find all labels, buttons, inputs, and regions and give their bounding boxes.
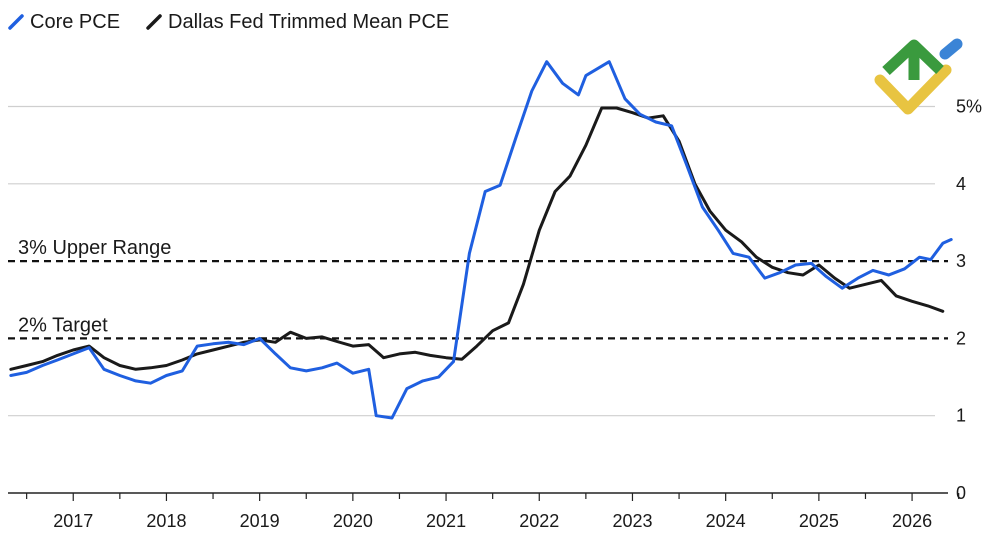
reference-line-label: 2% Target (18, 314, 108, 336)
legend-swatch (8, 14, 24, 30)
legend-label: Dallas Fed Trimmed Mean PCE (168, 11, 449, 33)
x-tick-label: 2023 (612, 511, 652, 531)
logo-blue-mark (939, 38, 963, 60)
legend: Core PCE Dallas Fed Trimmed Mean PCE (8, 11, 449, 33)
y-tick-label: 4 (956, 174, 966, 194)
x-tick-label: 2019 (240, 511, 280, 531)
series-line-0 (9, 60, 953, 420)
x-tick-label: 2026 (892, 511, 932, 531)
y-tick-label: 2 (956, 328, 966, 348)
brand-logo (874, 38, 963, 115)
x-tick-label: 2025 (799, 511, 839, 531)
gridlines (8, 105, 935, 417)
legend-swatch (146, 14, 162, 30)
x-tick-label: 2021 (426, 511, 466, 531)
series-line-1 (9, 106, 945, 371)
y-tick-label: 0 (956, 483, 966, 503)
y-tick-label: 5% (956, 97, 982, 117)
legend-label: Core PCE (30, 11, 120, 33)
x-axis: 2017 2018 2019 2020 2021 2022 2023 2024 2025 2026 (8, 492, 960, 531)
y-tick-label: 3 (956, 251, 966, 271)
series-group (9, 60, 953, 420)
reference-lines: 3% Upper Range 2% Target (8, 237, 948, 340)
y-tick-label: 1 (956, 406, 966, 426)
reference-line-label: 3% Upper Range (18, 237, 171, 259)
y-axis: 0 1 2 3 4 5% (956, 97, 982, 504)
x-tick-label: 2017 (53, 511, 93, 531)
x-tick-label: 2018 (146, 511, 186, 531)
logo-yellow-chevron (874, 64, 952, 115)
x-tick-label: 2024 (706, 511, 746, 531)
x-tick-label: 2022 (519, 511, 559, 531)
x-tick-label: 2020 (333, 511, 373, 531)
